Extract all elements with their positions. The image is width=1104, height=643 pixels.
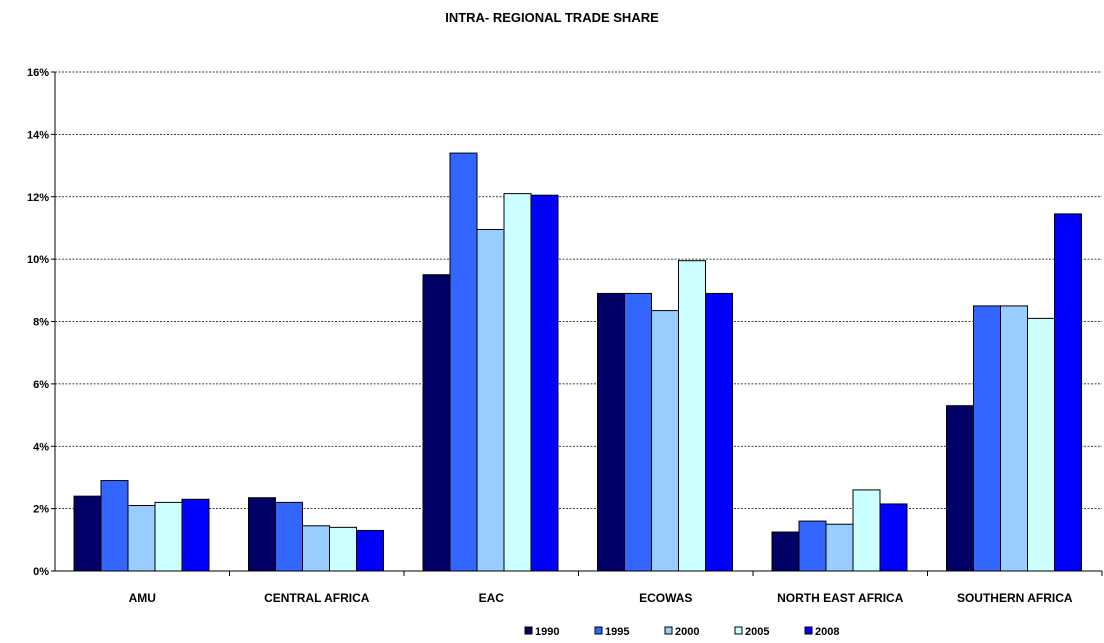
bar-2000-north-east-africa <box>825 523 854 572</box>
bar-1995-ecowas <box>624 292 652 572</box>
bar-2008-southern-africa <box>1054 213 1082 572</box>
bar-1995-eac <box>449 152 478 572</box>
bars <box>73 152 1082 572</box>
x-category-label: CENTRAL AFRICA <box>264 591 370 605</box>
x-category-label: AMU <box>129 591 156 605</box>
legend-label: 1990 <box>535 626 559 638</box>
legend: 1990 1995 2000 2005 2008 <box>524 626 839 638</box>
legend-label: 2008 <box>815 626 839 638</box>
bar-1995-amu <box>100 480 129 572</box>
bar-2005-north-east-africa <box>852 489 881 572</box>
y-tick-label: 16% <box>27 67 49 79</box>
bar-2008-north-east-africa <box>879 503 908 572</box>
chart-title: INTRA- REGIONAL TRADE SHARE <box>445 10 659 25</box>
bar-2008-amu <box>181 498 210 572</box>
legend-label: 2005 <box>745 626 769 638</box>
bar-1990-north-east-africa <box>771 531 800 572</box>
y-tick-label: 14% <box>27 129 49 141</box>
legend-label: 2000 <box>675 626 699 638</box>
x-category-label: SOUTHERN AFRICA <box>957 591 1073 605</box>
bar-2005-eac <box>503 193 532 572</box>
y-tick-label: 10% <box>27 254 49 266</box>
legend-label: 1995 <box>605 626 629 638</box>
bar-1990-central-africa <box>248 497 276 572</box>
bar-2005-southern-africa <box>1027 317 1055 572</box>
bar-1990-southern-africa <box>946 405 974 572</box>
bar-2000-amu <box>127 505 156 572</box>
legend-swatch <box>524 626 533 635</box>
bar-2000-southern-africa <box>1000 305 1028 572</box>
bar-1990-eac <box>422 274 451 572</box>
y-tick-label: 8% <box>33 317 49 329</box>
bar-2008-eac <box>530 194 559 572</box>
bar-1990-amu <box>73 495 102 572</box>
x-category-label: NORTH EAST AFRICA <box>777 591 904 605</box>
bar-2000-ecowas <box>651 310 679 572</box>
bar-2000-central-africa <box>302 525 330 572</box>
y-tick-label: 0% <box>33 566 49 578</box>
bar-1995-southern-africa <box>973 305 1001 572</box>
bar-2005-central-africa <box>329 526 357 572</box>
legend-swatch <box>734 626 743 635</box>
x-category-label: EAC <box>479 591 505 605</box>
legend-swatch <box>804 626 813 635</box>
bar-2005-ecowas <box>678 260 706 572</box>
axes: 0% 2% 4% 6% 8% 10% 12% 14% 16% AMU CENTRAL AFRICA E… <box>27 67 1103 605</box>
y-tick-label: 12% <box>27 192 49 204</box>
bar-2000-eac <box>476 228 505 572</box>
bar-2008-ecowas <box>705 292 733 572</box>
bar-2008-central-africa <box>356 529 384 572</box>
bar-2005-amu <box>154 501 183 572</box>
gridlines <box>55 71 1102 510</box>
bar-1990-ecowas <box>597 292 625 572</box>
x-category-label: ECOWAS <box>639 591 692 605</box>
bar-1995-central-africa <box>275 501 303 572</box>
y-tick-label: 4% <box>33 441 49 453</box>
bar-1995-north-east-africa <box>798 520 827 572</box>
legend-swatch <box>594 626 603 635</box>
legend-swatch <box>664 626 673 635</box>
y-tick-label: 6% <box>33 379 49 391</box>
y-tick-label: 2% <box>33 504 49 516</box>
